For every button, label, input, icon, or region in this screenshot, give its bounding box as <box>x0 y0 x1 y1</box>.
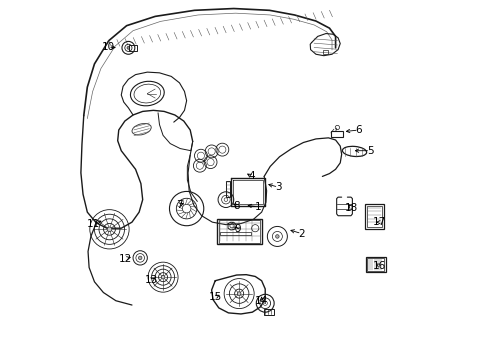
Text: 5: 5 <box>366 146 373 156</box>
Bar <box>365 204 383 229</box>
Circle shape <box>161 275 164 279</box>
Circle shape <box>138 256 142 260</box>
Text: 16: 16 <box>372 261 386 271</box>
Circle shape <box>107 227 112 231</box>
Text: 12: 12 <box>119 253 132 264</box>
Bar <box>220 232 250 235</box>
Text: 3: 3 <box>275 182 281 192</box>
Text: 17: 17 <box>372 217 386 227</box>
Bar <box>225 181 230 197</box>
Bar <box>216 219 262 244</box>
Text: 4: 4 <box>248 171 254 181</box>
Bar <box>366 258 384 271</box>
Bar <box>365 257 385 272</box>
Text: 7: 7 <box>176 200 183 210</box>
Text: 1: 1 <box>254 202 261 212</box>
Bar <box>129 45 136 51</box>
Text: 11: 11 <box>87 219 100 229</box>
Text: 18: 18 <box>345 203 358 213</box>
Bar <box>264 309 274 315</box>
Circle shape <box>237 292 241 296</box>
Circle shape <box>127 46 130 49</box>
Text: 15: 15 <box>208 292 222 302</box>
Bar <box>366 206 381 227</box>
Text: 8: 8 <box>233 201 240 211</box>
Circle shape <box>275 235 279 238</box>
Bar <box>330 131 343 137</box>
Text: 9: 9 <box>234 224 240 234</box>
Text: 10: 10 <box>102 42 114 52</box>
Bar <box>323 50 328 54</box>
Text: 13: 13 <box>145 275 158 285</box>
Text: 6: 6 <box>355 125 362 135</box>
Text: 14: 14 <box>255 296 268 306</box>
Bar <box>218 220 259 243</box>
Text: 2: 2 <box>298 229 305 239</box>
